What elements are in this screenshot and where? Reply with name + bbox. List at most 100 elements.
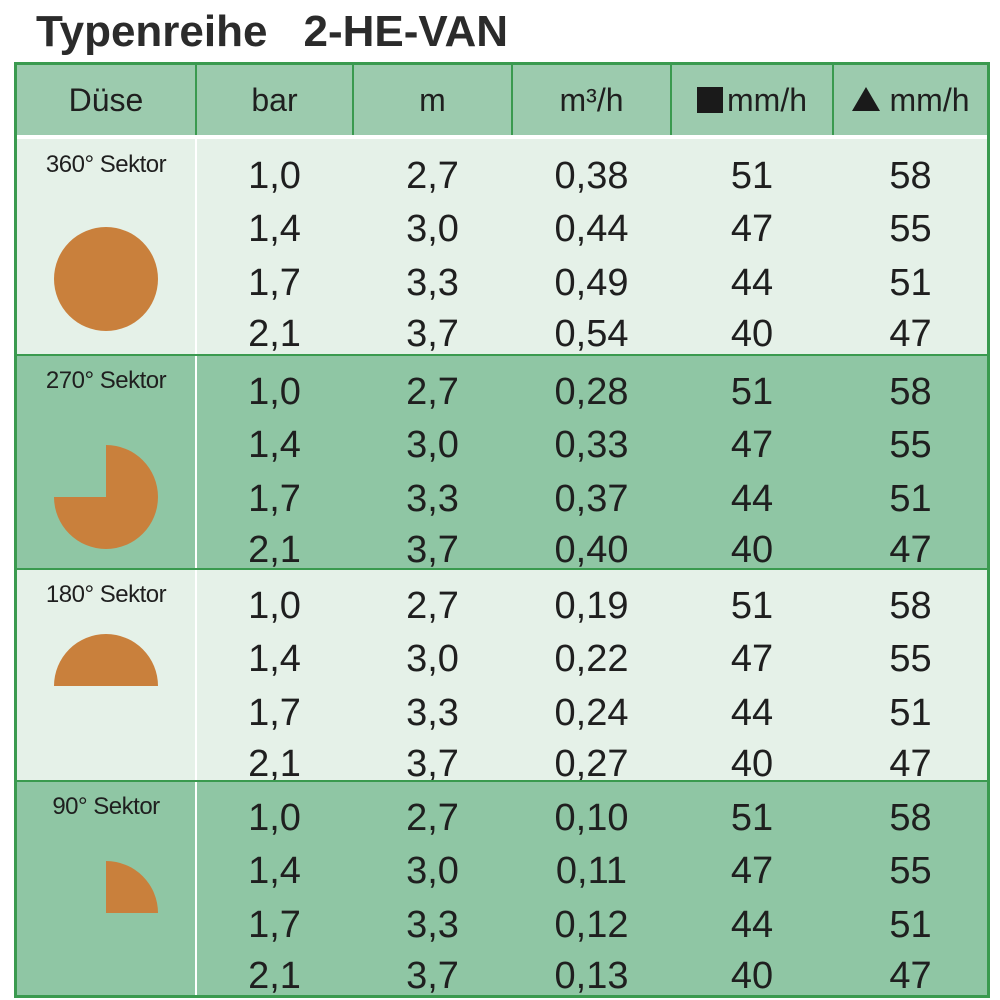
cell-bar: 1,4	[248, 638, 301, 680]
cell-radius: 2,7	[406, 371, 459, 413]
cell-precip-triangle: 51	[889, 692, 932, 734]
cell-bar: 2,1	[248, 955, 301, 997]
cell-radius: 3,3	[406, 478, 459, 520]
column-divider	[195, 139, 197, 355]
full-circle-icon	[54, 227, 158, 331]
cell-precip-triangle: 58	[889, 585, 932, 627]
half-circle-icon	[54, 634, 158, 686]
cell-precip-square: 51	[730, 371, 774, 413]
cell-bar: 1,4	[248, 850, 301, 892]
cell-radius: 3,0	[406, 850, 459, 892]
nozzle-cell: 360° Sektor	[17, 139, 195, 355]
cell-bar: 2,1	[248, 313, 301, 355]
title-series: 2-HE-VAN	[303, 7, 509, 56]
cell-bar: 1,0	[248, 155, 301, 197]
cell-flow: 0,54	[554, 313, 629, 355]
cell-precip-triangle: 47	[889, 743, 932, 785]
group-separator	[17, 568, 987, 570]
cell-bar: 2,1	[248, 743, 301, 785]
cell-precip-square: 40	[730, 743, 774, 785]
cell-radius: 2,7	[406, 585, 459, 627]
cell-radius: 3,7	[406, 743, 459, 785]
cell-precip-square: 51	[730, 797, 774, 839]
cell-bar: 1,0	[248, 797, 301, 839]
cell-precip-triangle: 58	[889, 797, 932, 839]
square-icon	[697, 87, 723, 113]
cell-flow: 0,40	[554, 529, 629, 571]
cell-bar: 1,4	[248, 424, 301, 466]
cell-flow: 0,27	[554, 743, 629, 785]
nozzle-cell: 180° Sektor	[17, 569, 195, 781]
sector-label: 90° Sektor	[52, 793, 160, 820]
group-separator	[17, 780, 987, 782]
cell-precip-triangle: 58	[889, 155, 932, 197]
header-divider	[352, 65, 354, 135]
cell-precip-square: 40	[730, 313, 774, 355]
title-prefix: Typenreihe	[36, 7, 268, 56]
cell-radius: 3,0	[406, 638, 459, 680]
nozzle-cell: 270° Sektor	[17, 355, 195, 569]
header-precip-triangle-label: mm/h	[889, 82, 970, 118]
cell-bar: 2,1	[248, 529, 301, 571]
header-divider	[195, 65, 197, 135]
group-separator	[17, 354, 987, 356]
cell-bar: 1,0	[248, 585, 301, 627]
performance-table: Düse bar m m³/h mm/h mm/h 360° Sektor 1,0…	[14, 62, 990, 998]
header-divider	[670, 65, 672, 135]
cell-flow: 0,10	[554, 797, 629, 839]
cell-precip-square: 44	[730, 692, 774, 734]
cell-radius: 3,0	[406, 208, 459, 250]
triangle-icon	[851, 87, 880, 111]
cell-radius: 3,7	[406, 313, 459, 355]
cell-radius: 2,7	[406, 797, 459, 839]
cell-flow: 0,24	[554, 692, 629, 734]
header-nozzle: Düse	[68, 82, 144, 118]
cell-radius: 3,7	[406, 529, 459, 571]
header-pressure: bar	[251, 82, 298, 118]
cell-radius: 2,7	[406, 155, 459, 197]
cell-flow: 0,37	[554, 478, 629, 520]
header-precip-square: mm/h	[672, 65, 832, 135]
header-radius: m	[419, 82, 446, 118]
cell-precip-triangle: 55	[889, 208, 932, 250]
cell-flow: 0,28	[554, 371, 629, 413]
header-precip-triangle: mm/h	[834, 65, 987, 135]
cell-bar: 1,7	[248, 478, 301, 520]
cell-bar: 1,0	[248, 371, 301, 413]
cell-precip-triangle: 58	[889, 371, 932, 413]
column-divider	[195, 569, 197, 781]
cell-flow: 0,49	[554, 262, 629, 304]
cell-precip-triangle: 51	[889, 262, 932, 304]
cell-precip-triangle: 55	[889, 850, 932, 892]
cell-precip-triangle: 55	[889, 638, 932, 680]
three-quarter-circle-icon	[54, 445, 158, 549]
cell-precip-square: 40	[730, 955, 774, 997]
cell-precip-square: 44	[730, 478, 774, 520]
cell-precip-square: 40	[730, 529, 774, 571]
cell-bar: 1,7	[248, 262, 301, 304]
page-title: Typenreihe 2-HE-VAN	[36, 4, 508, 60]
cell-flow: 0,13	[554, 955, 629, 997]
cell-precip-square: 47	[730, 638, 774, 680]
cell-precip-square: 47	[730, 424, 774, 466]
cell-flow: 0,11	[555, 850, 628, 892]
cell-bar: 1,7	[248, 904, 301, 946]
cell-precip-triangle: 47	[889, 313, 932, 355]
cell-precip-square: 51	[730, 585, 774, 627]
cell-precip-triangle: 47	[889, 529, 932, 571]
cell-precip-square: 47	[730, 208, 774, 250]
cell-flow: 0,44	[554, 208, 629, 250]
column-divider	[195, 781, 197, 995]
cell-precip-triangle: 55	[889, 424, 932, 466]
cell-radius: 3,3	[406, 904, 459, 946]
sector-group: 360° Sektor 1,0 2,7 0,38 51 58 1,4 3,0 0,44 47 55 1…	[17, 139, 987, 355]
cell-precip-square: 44	[730, 904, 774, 946]
sector-label: 360° Sektor	[45, 151, 167, 178]
cell-flow: 0,22	[554, 638, 629, 680]
nozzle-cell: 90° Sektor	[17, 781, 195, 995]
header-gap	[17, 135, 987, 139]
header-divider	[511, 65, 513, 135]
cell-radius: 3,3	[406, 692, 459, 734]
cell-radius: 3,3	[406, 262, 459, 304]
header-precip-square-label: mm/h	[727, 82, 807, 118]
